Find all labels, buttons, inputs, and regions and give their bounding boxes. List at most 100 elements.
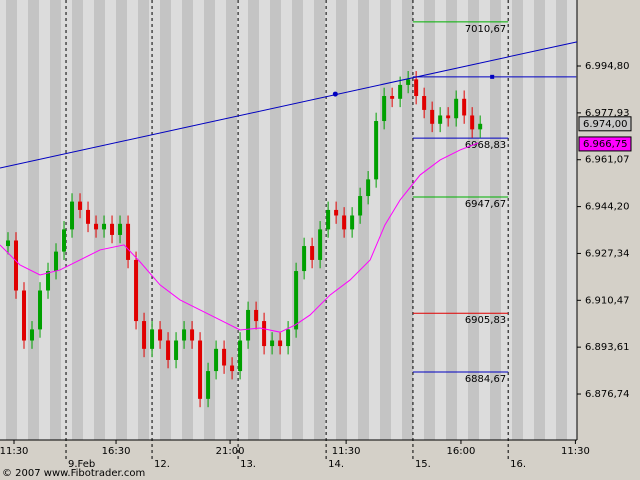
candle-body [14, 240, 19, 291]
y-tick-label: 6.977,93 [585, 108, 630, 119]
stripe [270, 0, 281, 440]
candle-body [358, 196, 363, 216]
marker [332, 91, 338, 97]
stripe [556, 0, 567, 440]
candle-body [470, 115, 475, 130]
stripe [314, 0, 325, 440]
candle-body [102, 223, 107, 230]
candle-body [214, 348, 219, 372]
candle-body [22, 290, 27, 341]
candle-body [278, 340, 283, 347]
date-label: 16. [510, 459, 526, 470]
candle-body [446, 115, 451, 119]
stripe [28, 0, 39, 440]
x-tick-label: 16:00 [447, 446, 476, 457]
candle-body [198, 340, 203, 399]
candle-body [110, 223, 115, 235]
stripe [94, 0, 105, 440]
stripe [204, 0, 215, 440]
candle-body [398, 84, 403, 99]
candle-body [134, 259, 139, 322]
candle-body [406, 79, 411, 85]
candle-body [390, 96, 395, 99]
stripe [50, 0, 61, 440]
candle-body [30, 329, 35, 341]
stripe [72, 0, 83, 440]
credit: © 2007 www.Fibotrader.com [2, 468, 145, 479]
candle-body [142, 321, 147, 349]
candle-body [166, 340, 171, 360]
level-label: 6968,83 [465, 140, 506, 151]
level-label: 6905,83 [465, 315, 506, 326]
candle-body [422, 96, 427, 110]
candle-body [350, 215, 355, 230]
level-label: 6884,67 [465, 374, 506, 385]
candle-body [430, 109, 435, 124]
candle-body [374, 121, 379, 180]
x-tick-label: 11:30 [0, 446, 28, 457]
candle-body [222, 348, 227, 366]
candle-body [62, 229, 67, 252]
candle-body [294, 271, 299, 330]
candle-body [334, 209, 339, 216]
candle-body [310, 246, 315, 260]
candle-body [174, 340, 179, 360]
candle-body [238, 340, 243, 372]
candle-body [438, 115, 443, 124]
date-label: 12. [154, 459, 170, 470]
candle-body [318, 229, 323, 260]
stripe [248, 0, 259, 440]
y-tick-label: 6.876,74 [585, 389, 630, 400]
stripe [468, 0, 479, 440]
y-tick-label: 6.944,20 [585, 202, 630, 213]
candle-body [118, 223, 123, 235]
y-tick-label: 6.994,80 [585, 61, 630, 72]
candle-body [414, 79, 419, 97]
level-label: 6947,67 [465, 199, 506, 210]
candle-body [254, 309, 259, 322]
candle-body [78, 201, 83, 210]
y-tick-label: 6.893,61 [585, 342, 630, 353]
candle-body [462, 98, 467, 116]
candle-body [150, 329, 155, 349]
stripe [160, 0, 171, 440]
candle-body [126, 223, 131, 260]
stripe [116, 0, 127, 440]
candle-body [342, 215, 347, 230]
candle-body [262, 321, 267, 347]
price-tag-label: 6.974,00 [583, 119, 628, 130]
candle-body [158, 329, 163, 341]
x-tick-label: 11:30 [561, 446, 590, 457]
line [0, 142, 479, 333]
candle-body [382, 96, 387, 122]
candle-body [302, 246, 307, 272]
stripe [446, 0, 457, 440]
candle-body [190, 329, 195, 341]
stripe [534, 0, 545, 440]
marker [490, 74, 495, 79]
y-tick-label: 6.961,07 [585, 155, 630, 166]
stripe [226, 0, 237, 440]
stripe [6, 0, 17, 440]
stripe [138, 0, 149, 440]
candle-body [182, 329, 187, 341]
candle-body [246, 309, 251, 341]
candle-body [286, 329, 291, 347]
candle-body [94, 223, 99, 230]
price-tag [578, 116, 632, 132]
stripe [490, 0, 501, 440]
date-label: 15. [415, 459, 431, 470]
date-label: 13. [240, 459, 256, 470]
candle-body [86, 209, 91, 224]
y-tick-label: 6.927,34 [585, 248, 630, 259]
line [0, 41, 578, 169]
candle-body [478, 123, 483, 130]
stripe [380, 0, 391, 440]
stripe [512, 0, 523, 440]
stripe [424, 0, 435, 440]
y-tick-label: 6.910,47 [585, 295, 630, 306]
candle-body [230, 365, 235, 372]
price-tag [578, 136, 632, 152]
candle-body [326, 209, 331, 230]
